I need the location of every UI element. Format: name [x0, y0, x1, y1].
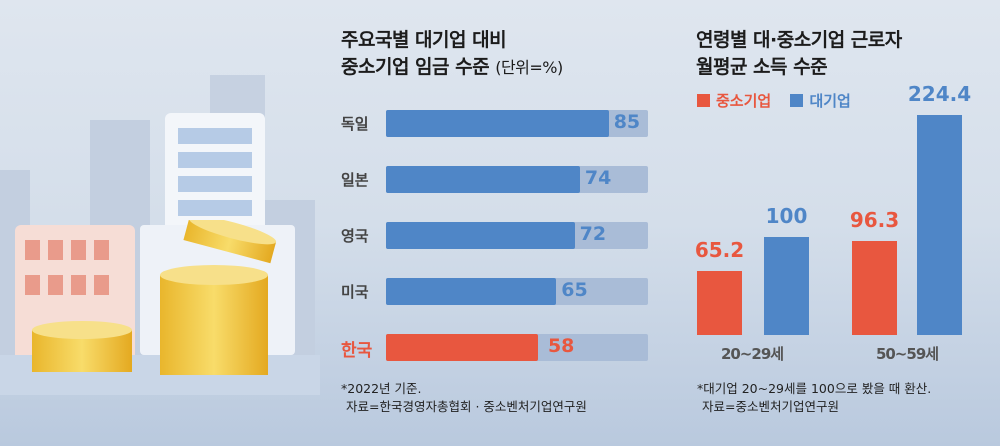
x-tick-label: 50~59세: [875, 345, 939, 363]
data-label: 65: [561, 279, 588, 301]
legend-label: 중소기업: [716, 92, 772, 110]
bar: [764, 236, 809, 335]
legend-item-large: 대기업: [790, 92, 851, 110]
left-notes: *2022년 기준. 자료=한국경영자총협회 · 중소벤처기업연구원: [341, 380, 587, 416]
category-label: 한국: [341, 341, 373, 361]
note-source: 자료=한국경영자총협회 · 중소벤처기업연구원: [346, 399, 587, 414]
title-line-1: 주요국별 대기업 대비: [341, 29, 507, 51]
data-label: 74: [584, 167, 612, 189]
category-label: 독일: [341, 115, 369, 133]
bar: [386, 166, 580, 193]
data-label: 65.2: [694, 238, 745, 263]
data-label: 100: [765, 203, 808, 228]
legend-label: 대기업: [809, 92, 851, 110]
left-chart-title: 주요국별 대기업 대비 중소기업 임금 수준 (단위=%): [341, 27, 563, 81]
bar: [697, 271, 742, 335]
title-line-2: 월평균 소득 수준: [696, 56, 828, 78]
category-label: 미국: [341, 283, 369, 301]
note-basis: *2022년 기준.: [341, 381, 422, 396]
bar: [386, 222, 575, 249]
gold-coin-stacks-icon: [32, 220, 277, 375]
data-label: 72: [579, 223, 607, 245]
legend: 중소기업 대기업: [697, 90, 851, 111]
category-label: 영국: [341, 227, 369, 245]
right-notes: *대기업 20~29세를 100으로 봤을 때 환산. 자료=중소벤처기업연구원: [697, 380, 931, 416]
bar: [386, 334, 538, 361]
data-label: 96.3: [849, 207, 900, 232]
note-source: 자료=중소벤처기업연구원: [702, 399, 839, 414]
bar: [386, 110, 609, 137]
data-label: 85: [613, 111, 641, 133]
bar: [917, 115, 962, 335]
right-chart-title: 연령별 대·중소기업 근로자 월평균 소득 수준: [696, 27, 902, 81]
bar: [852, 240, 897, 335]
legend-item-sme: 중소기업: [697, 92, 771, 110]
category-label: 일본: [341, 171, 369, 189]
unit-label: (단위=%): [495, 58, 563, 77]
data-label: 58: [547, 335, 575, 357]
title-line-2: 중소기업 임금 수준: [341, 56, 490, 78]
bar: [386, 278, 557, 305]
note-basis: *대기업 20~29세를 100으로 봤을 때 환산.: [697, 381, 932, 396]
title-line-1: 연령별 대·중소기업 근로자: [696, 29, 902, 51]
x-tick-label: 20~29세: [720, 345, 784, 363]
data-label: 224.4: [907, 82, 972, 106]
